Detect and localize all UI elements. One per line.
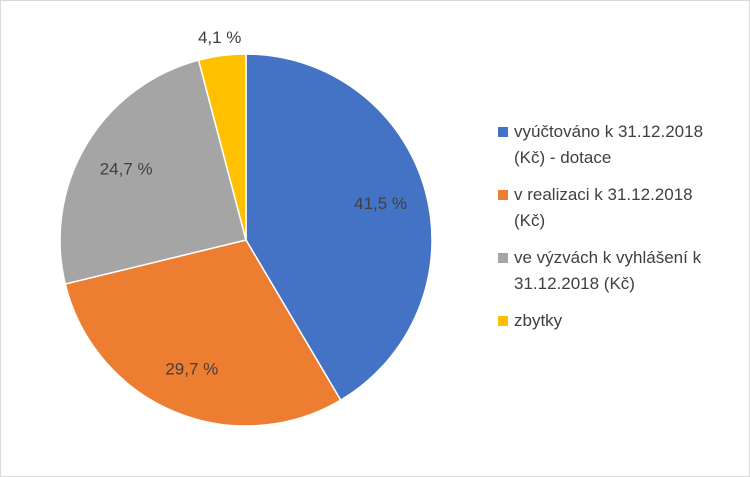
data-label-vyuctovano: 41,5 %	[354, 194, 407, 213]
data-label-zbytky: 4,1 %	[198, 28, 241, 47]
legend-swatch	[498, 127, 508, 137]
legend-item-zbytky: zbytky	[498, 308, 748, 334]
legend-label: v realizaci k 31.12.2018 (Kč)	[514, 185, 693, 230]
slice-ve-vyzvach	[59, 59, 247, 285]
legend-item-vyuctovano: vyúčtováno k 31.12.2018 (Kč) - dotace	[498, 119, 748, 171]
legend-label: zbytky	[514, 311, 563, 330]
legend-swatch	[498, 190, 508, 200]
pie-slices	[59, 53, 433, 427]
legend-swatch	[498, 253, 508, 263]
data-label-ve-vyzvach: 24,7 %	[100, 160, 153, 179]
legend-label: vyúčtováno k 31.12.2018 (Kč) - dotace	[514, 122, 704, 167]
legend-item-v-realizaci: v realizaci k 31.12.2018 (Kč)	[498, 182, 748, 234]
legend-item-ve-vyzvach: ve výzvách k vyhlášení k 31.12.2018 (Kč)	[498, 245, 748, 297]
slice-vyuctovano	[245, 53, 433, 402]
legend-label: ve výzvách k vyhlášení k 31.12.2018 (Kč)	[514, 248, 702, 293]
legend: vyúčtováno k 31.12.2018 (Kč) - dotace v …	[498, 119, 748, 345]
slice-labels: 41,5 % 29,7 % 24,7 % 4,1 %	[100, 28, 407, 378]
slice-zbytky	[197, 53, 247, 241]
slice-v-realizaci	[64, 239, 342, 427]
legend-swatch	[498, 316, 508, 326]
data-label-v-realizaci: 29,7 %	[165, 360, 218, 379]
